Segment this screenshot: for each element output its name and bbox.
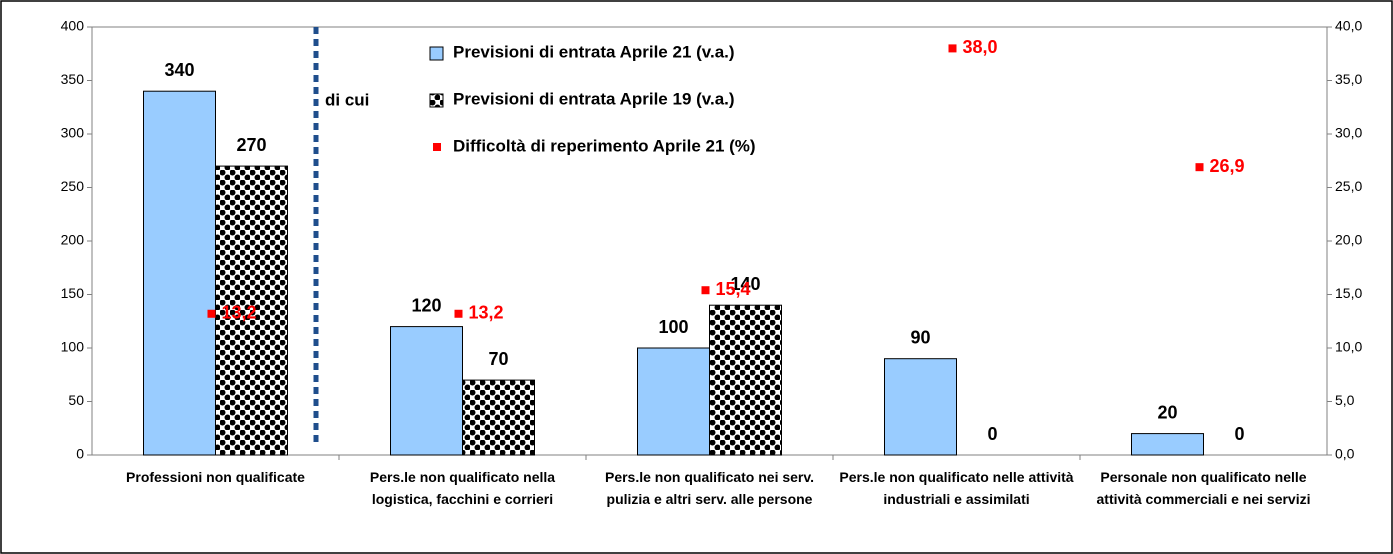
y-tick-label: 250 <box>61 178 85 194</box>
bar <box>637 347 710 456</box>
y2-tick-label: 15,0 <box>1335 285 1362 301</box>
value-label: 38,0 <box>963 37 998 57</box>
x-tick-label: Pers.le non qualificato nella logistica, … <box>370 469 555 507</box>
marker <box>454 309 463 318</box>
y2-tick-label: 40,0 <box>1335 18 1362 34</box>
bar <box>884 358 957 456</box>
y2-tick-label: 0,0 <box>1335 446 1355 462</box>
y2-tick-label: 10,0 <box>1335 339 1362 355</box>
value-label: 0 <box>987 424 997 444</box>
value-label: 70 <box>488 349 508 369</box>
value-label: 340 <box>164 60 194 80</box>
legend-swatch <box>429 46 444 61</box>
value-label: 15,4 <box>716 279 751 299</box>
y-tick-label: 200 <box>61 232 85 248</box>
value-label: 90 <box>910 327 930 347</box>
y2-tick-label: 20,0 <box>1335 232 1362 248</box>
value-label: 270 <box>236 135 266 155</box>
x-tick-label: Personale non qualificato nelle attività … <box>1097 469 1311 507</box>
y-tick-label: 0 <box>76 446 84 462</box>
bar <box>390 326 463 456</box>
bar <box>462 379 535 456</box>
bar <box>1131 433 1204 456</box>
legend-swatch <box>433 143 441 151</box>
marker <box>701 286 710 295</box>
x-tick-label: Pers.le non qualificato nei serv. pulizia… <box>605 469 814 507</box>
legend-label: Previsioni di entrata Aprile 21 (v.a.) <box>453 42 735 61</box>
annotation: di cui <box>325 90 369 109</box>
y2-tick-label: 5,0 <box>1335 392 1355 408</box>
value-label: 140 <box>730 274 760 294</box>
y-tick-label: 350 <box>61 71 85 87</box>
marker <box>1195 163 1204 172</box>
x-tick-label: Pers.le non qualificato nelle attività in… <box>839 469 1073 507</box>
y2-tick-label: 35,0 <box>1335 71 1362 87</box>
value-label: 120 <box>411 295 441 315</box>
legend-label: Difficoltà di reperimento Aprile 21 (%) <box>453 136 756 155</box>
y2-tick-label: 30,0 <box>1335 125 1362 141</box>
marker <box>207 309 216 318</box>
x-tick-label: Professioni non qualificate <box>126 469 305 485</box>
bar <box>709 304 782 456</box>
y-tick-label: 50 <box>68 392 84 408</box>
value-label: 26,9 <box>1210 156 1245 176</box>
value-label: 0 <box>1234 424 1244 444</box>
value-label: 13,2 <box>469 303 504 323</box>
y2-tick-label: 25,0 <box>1335 178 1362 194</box>
y-tick-label: 400 <box>61 18 85 34</box>
bar <box>143 90 216 456</box>
y-tick-label: 300 <box>61 125 85 141</box>
value-label: 13,2 <box>222 303 257 323</box>
y-tick-label: 150 <box>61 285 85 301</box>
marker <box>948 44 957 53</box>
value-label: 20 <box>1157 402 1177 422</box>
legend-swatch <box>429 93 444 108</box>
y-tick-label: 100 <box>61 339 85 355</box>
legend-label: Previsioni di entrata Aprile 19 (v.a.) <box>453 89 735 108</box>
value-label: 100 <box>658 317 688 337</box>
